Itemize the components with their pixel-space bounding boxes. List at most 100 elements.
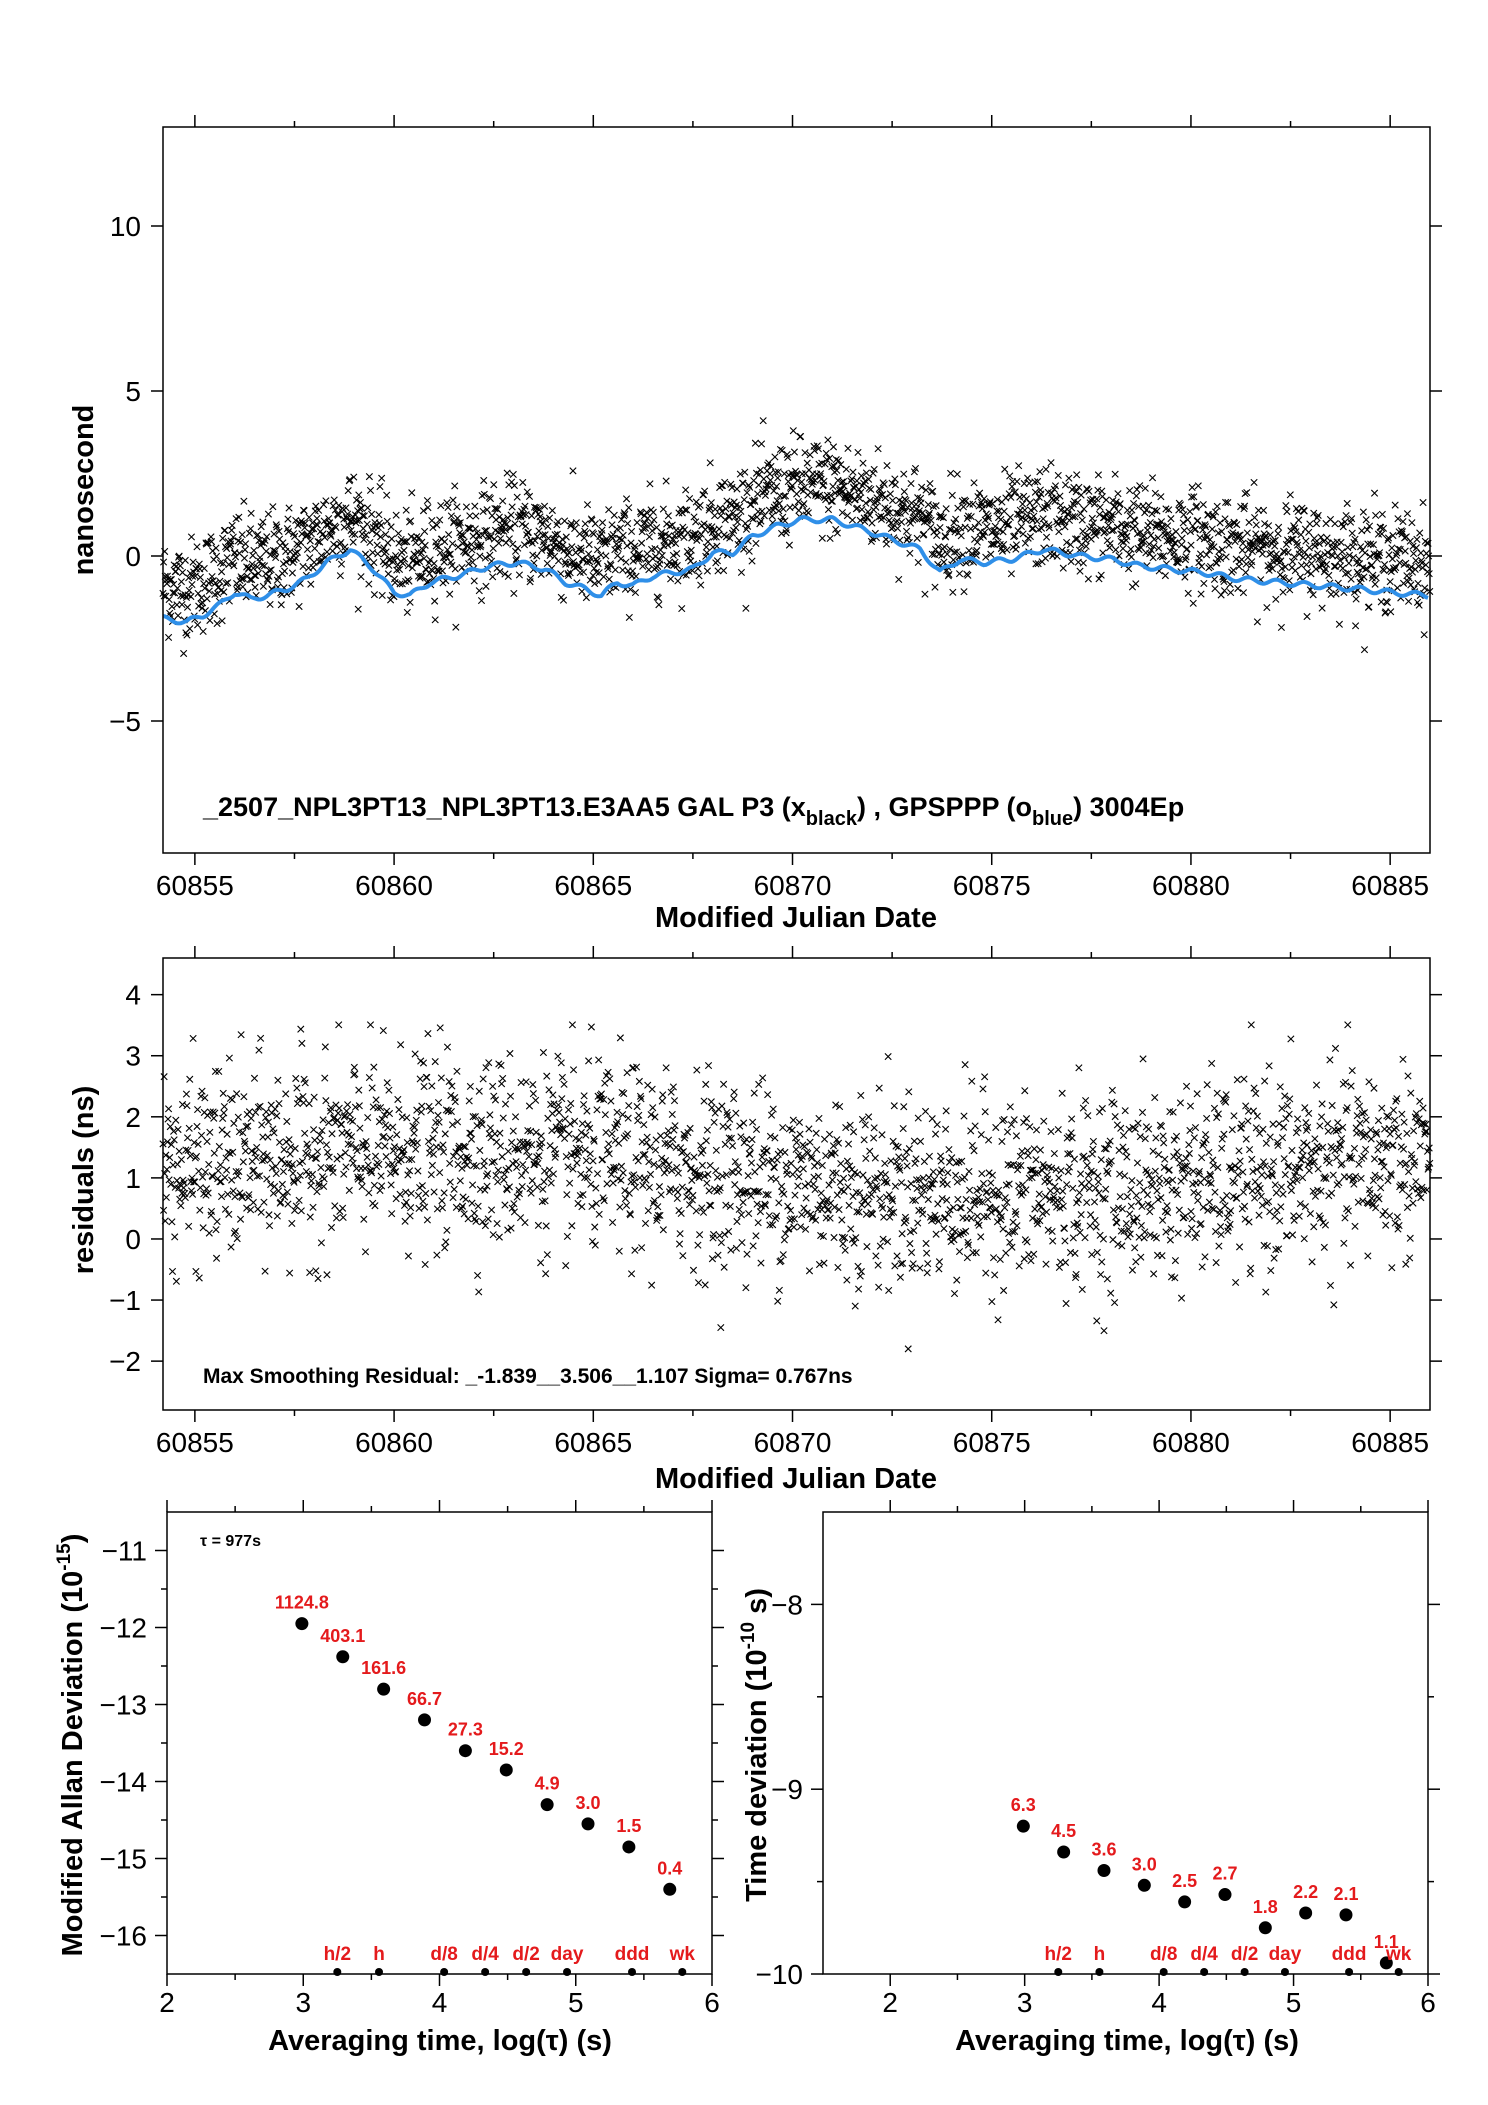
phase-point	[477, 596, 486, 605]
phase-point	[857, 488, 865, 497]
phase-point	[1072, 488, 1080, 496]
residual-point	[1047, 1127, 1055, 1136]
phase-point	[1088, 514, 1096, 522]
residual-point	[1061, 1237, 1069, 1245]
residual-point	[1308, 1258, 1316, 1266]
phase-point	[189, 558, 197, 566]
phase-point	[585, 541, 593, 549]
residual-point	[682, 1158, 690, 1166]
residual-point	[1205, 1148, 1213, 1157]
phase-point	[1023, 512, 1031, 520]
residual-point	[731, 1181, 739, 1189]
residual-point	[1230, 1179, 1239, 1187]
residual-point	[748, 1135, 756, 1144]
residual-point	[1066, 1248, 1075, 1257]
phase-point	[801, 449, 809, 457]
phase-point	[962, 497, 970, 505]
time-marker-dot	[628, 1968, 637, 1976]
residual-point	[916, 1137, 925, 1145]
residual-point	[407, 1204, 415, 1212]
residual-point	[940, 1225, 948, 1233]
residual-point	[1300, 1139, 1308, 1147]
phase-point	[1357, 543, 1365, 551]
residual-point	[1210, 1104, 1219, 1112]
residual-point	[717, 1323, 725, 1332]
residual-point	[439, 1141, 447, 1149]
phase-point	[504, 572, 512, 581]
residual-point	[257, 1034, 265, 1042]
phase-point	[1309, 591, 1317, 599]
phase-point	[1153, 520, 1162, 528]
residual-point	[387, 1181, 395, 1189]
phase-point	[604, 565, 612, 573]
phase-point	[406, 598, 414, 606]
residual-point	[621, 1195, 630, 1203]
residual-point	[627, 1270, 636, 1278]
residual-point	[234, 1113, 242, 1121]
phase-point	[851, 495, 859, 504]
mdev-point-label: 27.3	[448, 1720, 483, 1740]
phase-point	[1030, 504, 1038, 513]
residual-point	[1137, 1253, 1145, 1261]
phase-point	[1007, 493, 1015, 501]
phase-point	[236, 538, 245, 546]
phase-point	[624, 519, 632, 528]
phase-point	[391, 578, 399, 587]
phase-point	[1290, 522, 1298, 530]
residual-point	[216, 1161, 225, 1169]
phase-point	[609, 530, 617, 539]
phase-point	[319, 530, 327, 538]
phase-point	[758, 507, 766, 515]
phase-point	[1131, 516, 1139, 525]
phase-point	[1170, 548, 1178, 557]
phase-point	[1006, 513, 1014, 521]
residual-point	[1030, 1250, 1038, 1258]
residual-point	[1235, 1147, 1243, 1155]
residual-point	[484, 1170, 492, 1178]
residual-point	[526, 1184, 534, 1193]
tdev-point-label: 3.6	[1091, 1840, 1116, 1860]
phase-point	[618, 536, 626, 544]
residual-point	[966, 1206, 974, 1214]
residual-point	[494, 1178, 502, 1186]
residual-point	[581, 1146, 589, 1154]
tdev-point-label: 2.2	[1293, 1882, 1318, 1902]
phase-point	[768, 512, 776, 520]
residual-point	[1226, 1220, 1234, 1228]
time-marker-label: d/2	[512, 1944, 539, 1965]
phase-point	[1114, 490, 1122, 498]
phase-point	[751, 439, 759, 447]
residual-point	[310, 1126, 318, 1134]
residual-point	[841, 1246, 849, 1254]
residual-point	[550, 1145, 559, 1154]
phase-point	[947, 469, 955, 477]
residual-point	[1187, 1207, 1195, 1216]
residual-point	[260, 1198, 268, 1206]
residual-point	[919, 1210, 927, 1218]
phase-point	[949, 556, 957, 564]
residual-point	[536, 1144, 544, 1152]
phase-point	[1234, 584, 1242, 593]
residual-point	[573, 1159, 581, 1167]
phase-point	[1112, 546, 1120, 554]
residual-point	[434, 1098, 443, 1107]
time-marker-label: day	[551, 1944, 584, 1965]
phase-point	[1355, 560, 1364, 568]
phase-point	[166, 576, 174, 584]
residual-point	[466, 1129, 474, 1137]
phase-point	[1011, 488, 1019, 496]
residual-point	[790, 1223, 798, 1231]
phase-point	[1150, 542, 1158, 550]
residual-point	[1137, 1221, 1145, 1230]
residual-point	[608, 1130, 616, 1138]
phase-point	[382, 548, 390, 556]
phase-point	[544, 522, 552, 530]
residual-point	[1384, 1177, 1392, 1185]
phase-point	[873, 497, 882, 505]
residual-point	[726, 1202, 734, 1210]
residual-point	[355, 1086, 363, 1094]
residual-point	[1262, 1139, 1270, 1147]
phase-point	[1096, 503, 1104, 511]
phase-point	[964, 571, 972, 579]
residual-point	[1152, 1234, 1161, 1242]
